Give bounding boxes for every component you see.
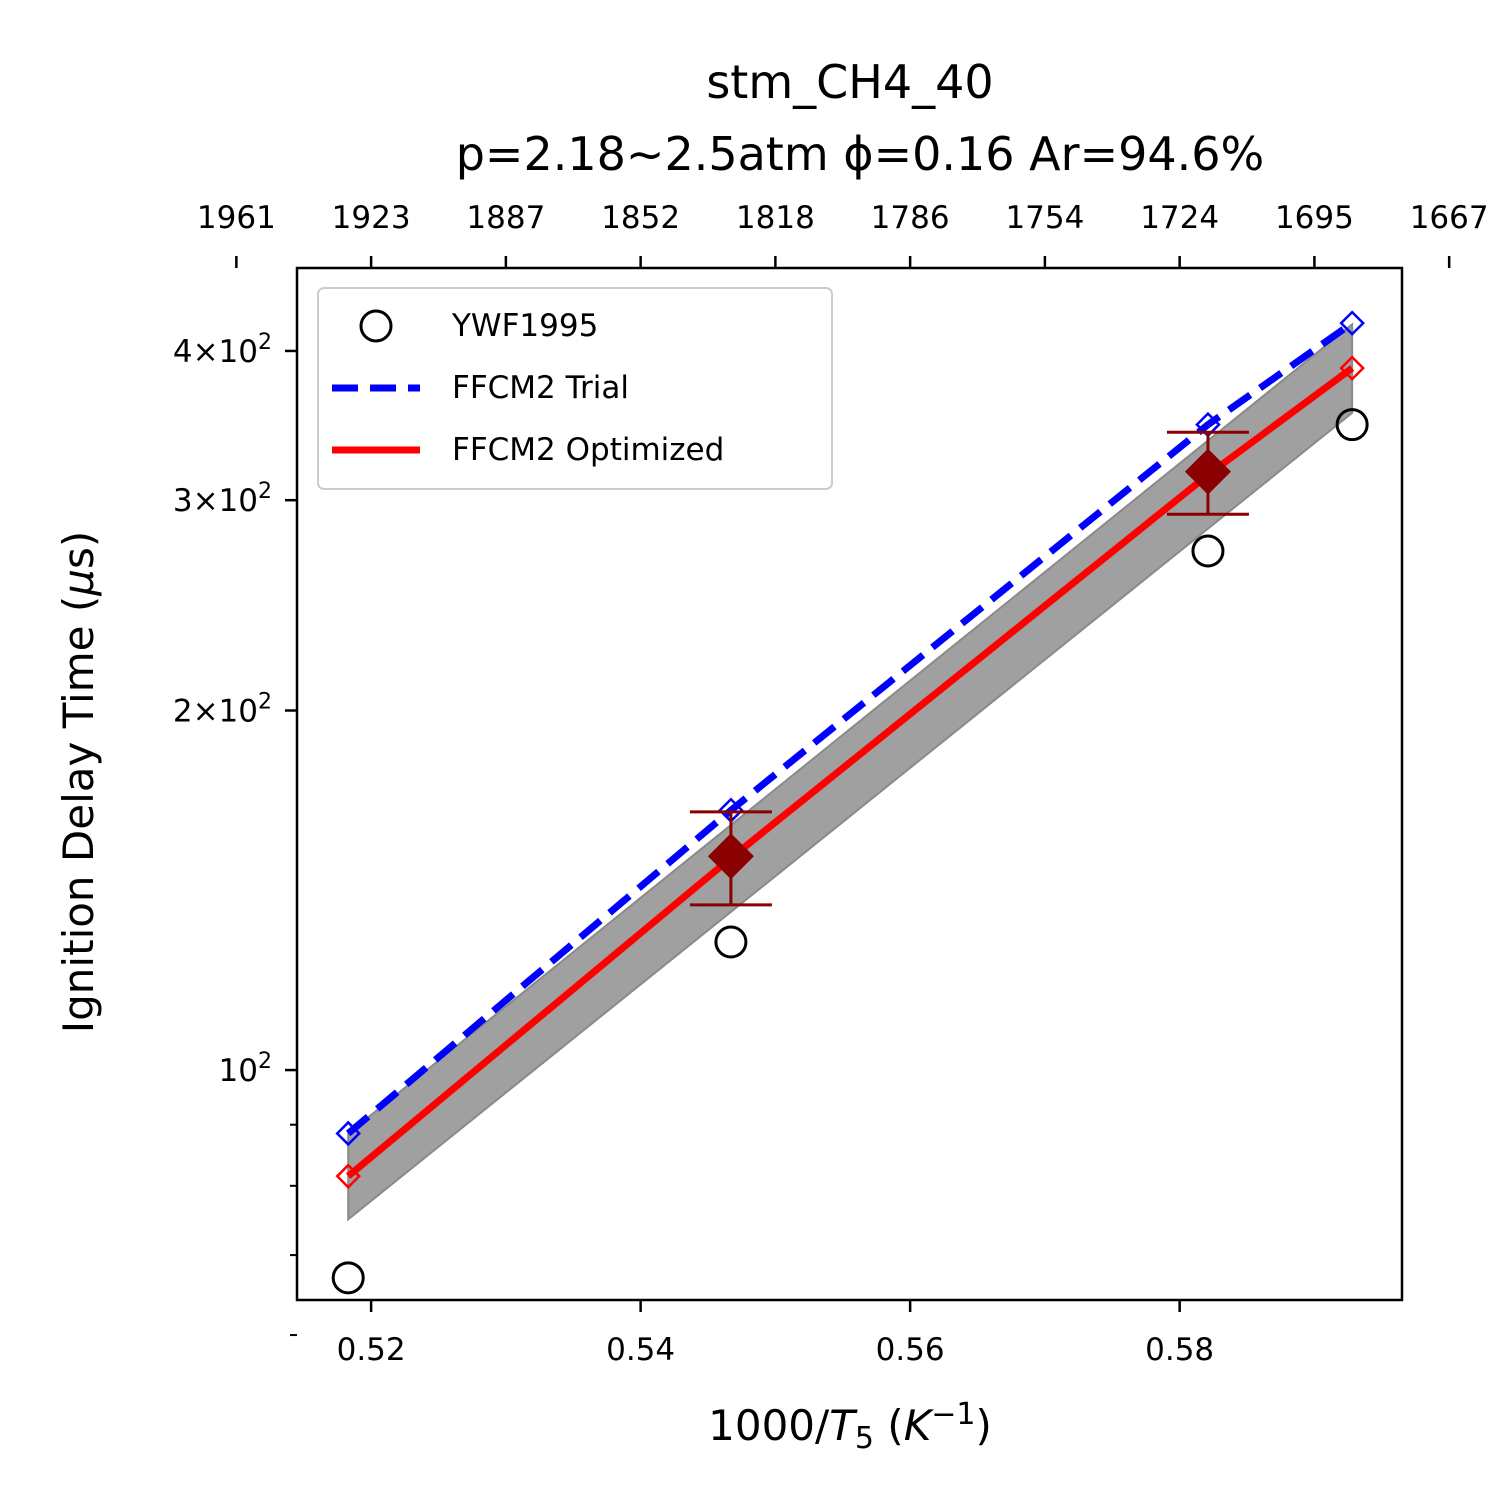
chart-title-line1: stm_CH4_40: [706, 55, 993, 109]
top-x-tick-label: 1852: [601, 200, 680, 236]
x-tick-label: 0.54: [606, 1332, 675, 1368]
error-point-diamond: [1184, 448, 1231, 495]
top-x-tick-label: 1923: [332, 200, 411, 236]
series-marker-optimized: [335, 1163, 361, 1189]
series-marker-trial: [335, 1120, 361, 1147]
uncertainty-band: [347, 322, 1354, 1222]
data-point-ywf1995: [1335, 408, 1369, 442]
series-line-trial: [345, 320, 1355, 1137]
series-marker-optimized: [1339, 355, 1365, 381]
chart-title-line2: p=2.18~2.5atm ϕ=0.16 Ar=94.6%: [456, 127, 1265, 181]
series-line-optimized: [345, 365, 1355, 1179]
series-marker-trial: [1339, 310, 1365, 336]
legend-circle-icon: [359, 309, 393, 343]
legend-label: FFCM2 Optimized: [452, 432, 724, 468]
x-tick-label: 0.58: [1145, 1332, 1214, 1368]
top-x-tick-label: 1724: [1140, 200, 1219, 236]
top-x-tick-label: 1786: [871, 200, 950, 236]
y-tick-label: 3×102: [173, 479, 272, 519]
axes-frame: [295, 266, 1404, 1302]
top-x-tick-label: 1667: [1410, 200, 1489, 236]
top-x-tick-label: 1695: [1275, 200, 1354, 236]
x-axis-label: 1000/T5 (K−1): [708, 1397, 992, 1456]
legend-label: FFCM2 Trial: [452, 370, 629, 406]
top-x-tick-label: 1961: [197, 200, 276, 236]
legend-label: YWF1995: [451, 308, 598, 344]
top-x-tick-label: 1818: [736, 200, 815, 236]
x-tick-label: 0.56: [876, 1332, 945, 1368]
data-point-ywf1995: [714, 925, 748, 959]
y-tick-label: 2×102: [173, 690, 272, 730]
y-axis-label: Ignition Delay Time (μs): [54, 531, 103, 1033]
plot-area: 0.52 0.54 0.56 0.58 1961 1923 1887 1852 1818 1786…: [173, 200, 1489, 1368]
error-point-diamond: [707, 833, 754, 880]
y-tick-label: 102: [219, 1049, 272, 1089]
legend: YWF1995 FFCM2 Trial FFCM2 Optimized: [317, 287, 833, 490]
x-tick-label: 0.52: [337, 1332, 406, 1368]
y-tick-label: 4×102: [173, 330, 272, 370]
data-point-ywf1995: [331, 1261, 365, 1295]
data-point-ywf1995: [1191, 534, 1225, 568]
chart-title: stm_CH4_40 p=2.18~2.5atm ϕ=0.16 Ar=94.6%: [456, 55, 1265, 181]
legend-frame: [317, 287, 833, 490]
top-x-tick-label: 1887: [466, 200, 545, 236]
top-x-tick-label: 1754: [1005, 200, 1084, 236]
